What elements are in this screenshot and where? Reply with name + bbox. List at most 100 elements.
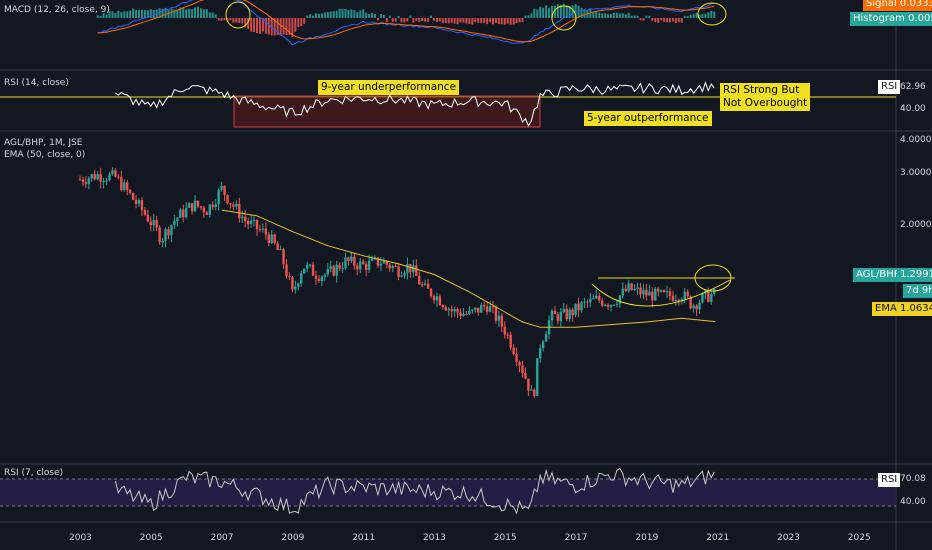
macd-histogram-bar [713, 11, 716, 18]
rsi7-title: RSI (7, close) [4, 468, 64, 478]
candle-body [506, 334, 509, 336]
macd-histogram-bar [447, 18, 450, 24]
candle-body [305, 264, 309, 269]
candle-body [285, 264, 288, 277]
candle-body [232, 204, 235, 207]
macd-histogram-bar [167, 10, 170, 18]
x-tick-2017: 2017 [564, 533, 588, 543]
candle-body [674, 299, 678, 301]
candle-body [84, 182, 88, 184]
x-tick-2011: 2011 [352, 533, 376, 543]
candle-body [683, 291, 686, 300]
macd-histogram-bar [627, 12, 630, 18]
macd-histogram-bar [179, 7, 182, 18]
candle-body [317, 278, 321, 282]
macd-histogram-bar [238, 18, 241, 24]
candle-body [347, 257, 350, 261]
macd-histogram-bar [427, 18, 430, 22]
candle-body [462, 313, 465, 317]
candle-body [182, 209, 185, 218]
macd-histogram-bar [400, 18, 403, 23]
x-tick-2005: 2005 [139, 533, 163, 543]
macd-histogram-bar [624, 14, 627, 18]
candle-body [238, 203, 241, 219]
candle-body [512, 347, 515, 355]
macd-histogram-bar [621, 13, 624, 18]
price-tag-label: AGL/BHP [856, 269, 900, 280]
candle-body [568, 309, 571, 320]
candle-body [606, 304, 610, 307]
candle-body [612, 304, 616, 306]
macd-histogram-bar [595, 11, 598, 18]
candle-body [105, 180, 108, 182]
candle-body [544, 334, 548, 342]
macd-histogram-bar [707, 12, 710, 18]
candle-body [426, 283, 430, 289]
candle-body [193, 200, 197, 212]
macd-histogram-bar [474, 18, 477, 23]
candle-body [642, 289, 645, 295]
macd-histogram-bar [376, 18, 379, 21]
macd-histogram-bar [371, 12, 374, 18]
candle-body [618, 295, 622, 304]
candle-body [252, 219, 256, 221]
candle-body [500, 315, 504, 327]
rsi7-value: 70.08 [900, 474, 926, 484]
price-tag: AGL/BHP [853, 268, 903, 282]
candle-body [155, 220, 158, 228]
rsi7-band [0, 479, 896, 506]
macd-histogram-bar [220, 18, 223, 21]
candle-body [482, 305, 486, 307]
macd-histogram-bar [695, 12, 698, 18]
macd-histogram-bar [660, 18, 663, 21]
candle-body [376, 257, 380, 266]
macd-histogram-bar [430, 15, 433, 18]
macd-histogram-bar [344, 9, 347, 18]
candle-body [320, 276, 324, 282]
candle-body [379, 263, 383, 266]
candle-body [494, 306, 498, 321]
macd-histogram-bar [663, 18, 666, 23]
macd-histogram-bar [123, 11, 126, 18]
macd-histogram-bar [580, 8, 583, 18]
candle-body [187, 203, 191, 208]
macd-histogram-bar [565, 5, 568, 18]
candle-body [276, 243, 279, 251]
macd-histogram-bar [217, 18, 220, 21]
macd-histogram-bar [598, 12, 601, 18]
macd-histogram-bar [607, 13, 610, 18]
candle-body [170, 225, 173, 236]
candle-body [341, 268, 344, 270]
candle-body [689, 296, 692, 309]
x-tick-2007: 2007 [210, 533, 234, 543]
macd-histogram-bar [412, 18, 415, 23]
macd-histogram-bar [223, 18, 226, 21]
macd-histogram-bar [539, 6, 542, 18]
candle-body [388, 264, 391, 269]
macd-histogram-bar [140, 9, 143, 18]
macd-histogram-bar [379, 14, 382, 18]
candle-body [214, 204, 217, 208]
candle-body [456, 309, 459, 313]
macd-title: MACD (12, 26, close, 9) [4, 5, 110, 15]
macd-histogram-bar [126, 11, 129, 18]
candle-body [81, 179, 85, 183]
candle-body [255, 219, 259, 230]
candle-body [598, 295, 601, 301]
macd-histogram-bar [471, 18, 474, 25]
candle-body [662, 290, 666, 293]
macd-histogram-bar [356, 12, 359, 18]
macd-circle-2017 [551, 5, 577, 31]
macd-histogram-bar [132, 8, 135, 18]
macd-histogram-bar [211, 12, 214, 18]
candle-body [146, 214, 150, 222]
macd-histogram-bar [450, 18, 453, 23]
macd-histogram-bar [173, 9, 176, 18]
candle-body [87, 178, 91, 184]
macd-histogram-bar [497, 18, 500, 25]
macd-histogram-bar [291, 18, 294, 37]
macd-histogram-bar [453, 18, 456, 24]
macd-signal-line [97, 0, 715, 43]
macd-histogram-bar [645, 15, 648, 18]
